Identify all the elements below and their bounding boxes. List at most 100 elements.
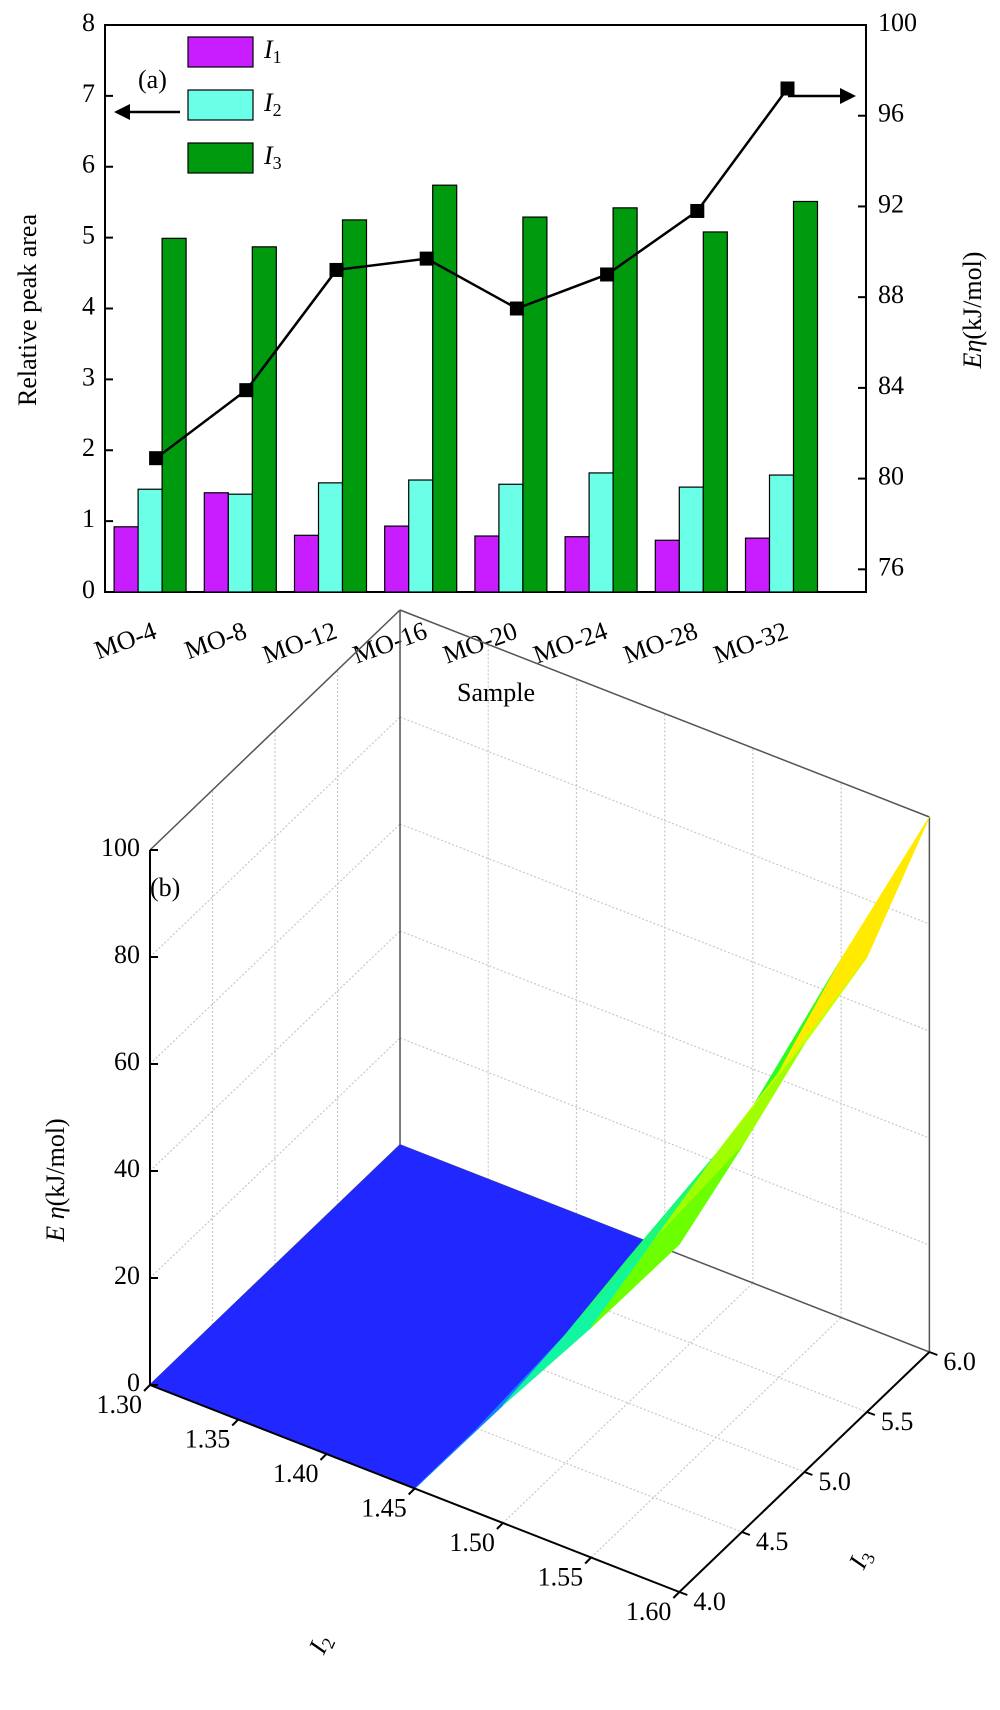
x-tick [672,1591,681,1599]
x-tick-label: 1.35 [185,1424,231,1453]
left-arrow [114,104,180,120]
panel-label: (a) [138,65,167,94]
x-tick-label: MO-8 [181,616,251,665]
y-tick [929,1351,938,1356]
grid-line [149,716,401,958]
x-tick-label: 1.45 [361,1493,407,1522]
bar [432,184,458,593]
y2-tick-label: 88 [878,280,904,309]
grid-line [149,930,401,1172]
line-marker [419,251,434,266]
line [155,87,789,460]
line-marker [509,301,524,316]
z-tick-label: 40 [114,1154,140,1183]
x-tick [407,1487,416,1496]
grid-line [399,1037,930,1246]
bar [227,493,253,593]
legend-label: I1 [263,35,282,67]
box-edge [399,609,930,818]
x-tick-label: 1.55 [538,1562,584,1591]
grid-line [399,716,930,925]
bar [588,472,614,593]
surface-patch [715,957,868,1155]
line-marker [690,203,705,218]
x-tick-label: MO-4 [91,616,161,665]
y2-tick-label: 84 [878,371,904,400]
y2-axis-label: Eη(kJ/mol) [958,252,987,370]
x-tick [319,1453,328,1461]
y-axis-label: I3 [842,1545,879,1576]
box-edge [149,609,401,851]
z-tick-label: 100 [101,833,140,862]
surface-patch [627,1072,779,1259]
y-tick-label: 5 [82,221,95,250]
bar [408,479,434,593]
legend-label: I3 [263,141,282,173]
bar [203,492,229,593]
x-tick-label: MO-12 [259,616,341,669]
y2-tick-label: 80 [878,462,904,491]
y-tick [804,1471,813,1476]
y2-tick-label: 96 [878,99,904,128]
grid-line [502,1282,754,1524]
bar [341,219,368,593]
line-marker [329,262,344,277]
y2-tick-label: 100 [878,8,917,37]
x-tick-label: 1.60 [626,1597,672,1626]
bar [384,525,410,593]
x-tick-label: 1.30 [97,1390,143,1419]
right-arrow [788,88,856,104]
bar [522,216,548,593]
y-tick [679,1591,688,1596]
bar [768,474,795,593]
bar [744,537,771,593]
grid-line [399,823,930,1032]
x-axis-label: Sample [457,678,535,707]
z-tick-label: 60 [114,1047,140,1076]
y-tick-label: 3 [82,362,95,391]
y-tick-label: 7 [82,79,95,108]
line-marker [600,267,615,282]
bar [612,207,638,593]
y-tick-label: 5.5 [881,1407,914,1436]
surface-patch [778,816,930,1073]
bar [251,246,277,593]
bar [317,482,344,593]
x-axis-label: I2 [302,1630,339,1661]
legend-swatch [187,89,254,121]
y-tick-label: 6.0 [943,1347,976,1376]
legend-label: I2 [263,88,282,120]
grid-line [399,930,930,1139]
y-tick-label: 0 [82,575,95,604]
y-tick-label: 2 [82,433,95,462]
chart-b: 0 20 40 60 80 100 1.30 1.35 1.40 1.45 1.50 1.55 1.60… [41,609,976,1661]
x-tick-label: MO-20 [439,616,521,669]
x-tick-label: MO-28 [620,616,702,669]
x-tick [231,1418,239,1427]
z-axis-label: E η(kJ/mol) [41,1118,70,1242]
y-tick-label: 4.5 [756,1527,789,1556]
y-tick [866,1411,876,1416]
bar [564,536,590,593]
bar [137,488,163,593]
x-tick-label: 1.40 [273,1459,319,1488]
bar [678,486,704,593]
y-tick-label: 4.0 [693,1587,726,1616]
y-tick-label: 4 [82,291,95,320]
surface-patch [590,1146,743,1328]
line-marker [780,81,795,96]
grid-line [149,823,401,1065]
legend-swatch [187,36,254,68]
y2-tick-label: 92 [878,189,904,218]
x-tick [496,1522,504,1530]
y-tick-label: 1 [82,504,95,533]
x-tick-label: 1.50 [449,1528,495,1557]
bar [498,483,524,593]
y-tick-label: 5.0 [818,1467,851,1496]
z-tick-label: 0 [127,1368,140,1397]
bar [474,535,500,593]
z-tick-label: 80 [114,940,140,969]
panel-label: (b) [150,873,180,902]
y-tick-label: 6 [82,150,95,179]
